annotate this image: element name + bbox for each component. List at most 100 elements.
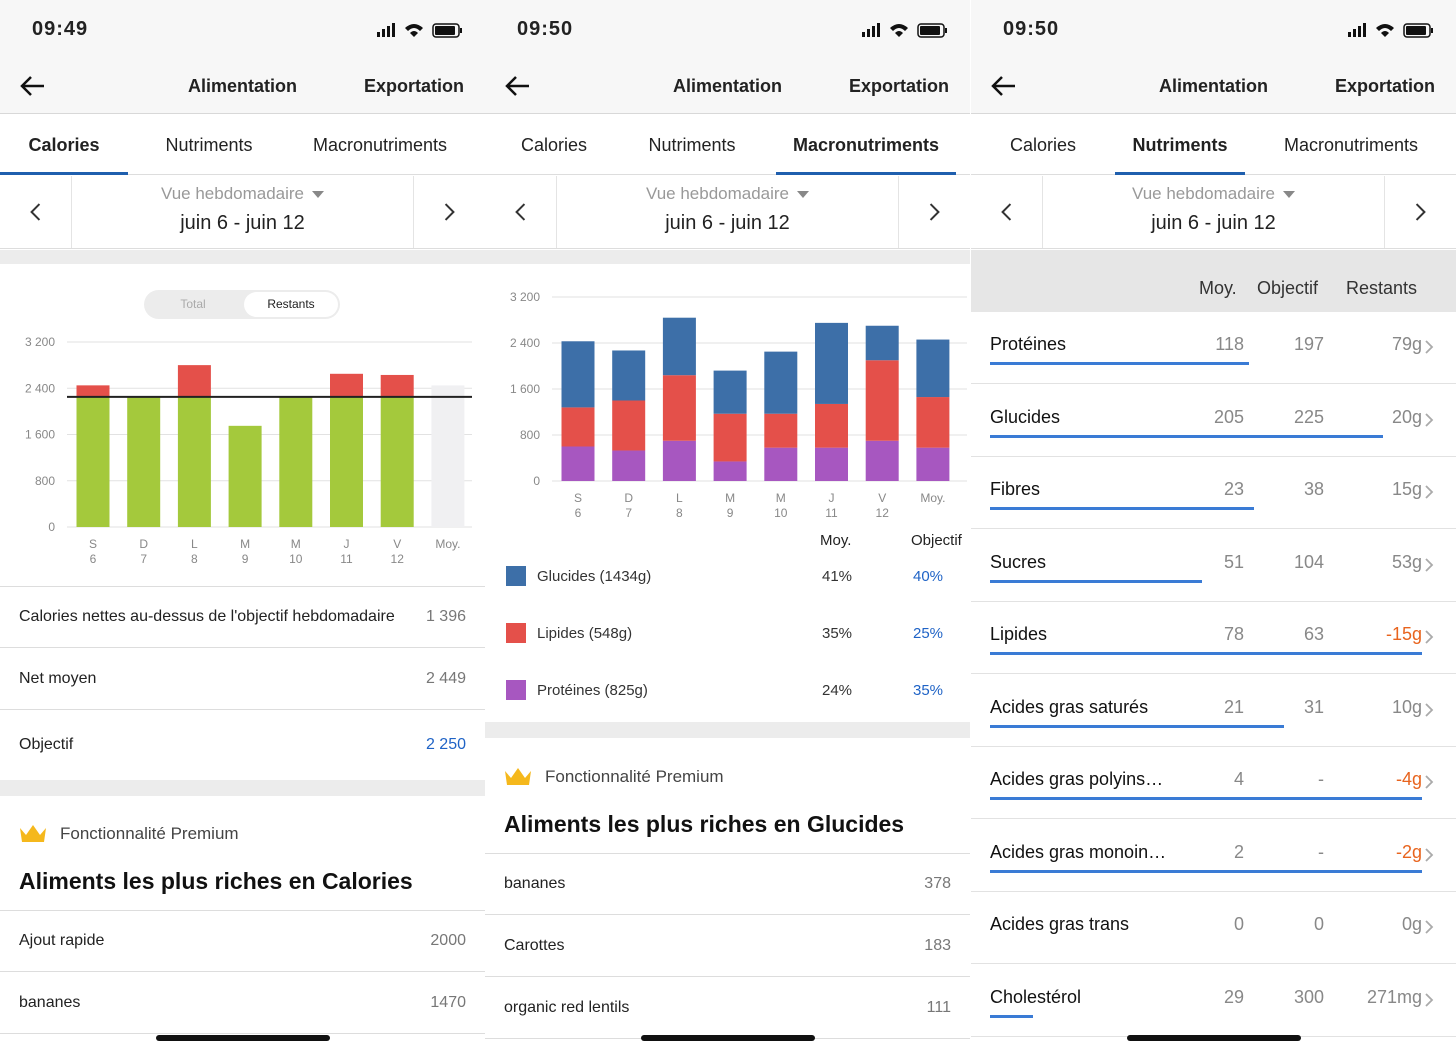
divider xyxy=(0,250,485,264)
list-item[interactable]: Carottes 183 xyxy=(485,915,970,977)
tab-macronutriments[interactable]: Macronutriments xyxy=(1283,135,1419,155)
y-tick-label: 3 200 xyxy=(510,290,540,304)
export-button[interactable]: Exportation xyxy=(849,76,950,96)
nutrient-goal: 0 xyxy=(1313,914,1324,934)
chevron-right-icon[interactable] xyxy=(1424,992,1434,1008)
back-arrow-icon[interactable] xyxy=(989,72,1017,100)
x-tick-label: M xyxy=(291,537,301,551)
nutrient-row[interactable]: Acides gras saturés 21 31 10g xyxy=(971,675,1456,747)
nutrient-goal: 31 xyxy=(1303,696,1324,717)
chevron-right-icon[interactable] xyxy=(898,176,970,248)
back-arrow-icon[interactable] xyxy=(18,72,46,100)
tab-macronutriments[interactable]: Macronutriments xyxy=(312,135,448,155)
bar-segment-lipides xyxy=(561,407,595,447)
list-item[interactable]: Ajout rapide 2000 xyxy=(0,910,485,972)
list-item[interactable]: bananes 1470 xyxy=(0,972,485,1034)
net-above-value: 1 396 xyxy=(425,608,466,625)
bar-under-goal xyxy=(228,425,262,527)
nutrient-name: Acides gras monoin… xyxy=(990,841,1167,862)
bar-segment-glucides xyxy=(815,322,848,404)
nutrient-row[interactable]: Fibres 23 38 15g xyxy=(971,457,1456,529)
toggle-total[interactable]: Total xyxy=(180,297,206,311)
x-tick-label: V xyxy=(878,491,886,505)
nutrient-row[interactable]: Acides gras polyins… 4 - -4g xyxy=(971,747,1456,819)
export-button[interactable]: Exportation xyxy=(1335,76,1436,96)
macro-row: Lipides (548g) 35% 25% xyxy=(485,623,970,645)
goal-row[interactable]: Objectif 2 250 xyxy=(0,710,485,780)
nutrient-progress-bar xyxy=(990,869,1422,873)
y-tick-label: 0 xyxy=(48,520,55,534)
nutrient-name: Protéines xyxy=(990,334,1067,354)
nutrient-row[interactable]: Cholestérol 29 300 271mg xyxy=(971,965,1456,1037)
bar-segment-glucides xyxy=(561,341,595,408)
x-tick-label: M xyxy=(776,491,786,505)
goal-value[interactable]: 2 250 xyxy=(425,736,466,753)
bar-segment-lipides xyxy=(713,413,747,462)
chevron-left-icon[interactable] xyxy=(0,176,72,248)
chevron-right-icon[interactable] xyxy=(1424,702,1434,718)
chevron-right-icon[interactable] xyxy=(1384,176,1456,248)
week-range: juin 6 - juin 12 xyxy=(1151,212,1276,234)
back-arrow-icon[interactable] xyxy=(503,72,531,100)
nutrient-avg: 29 xyxy=(1223,986,1244,1007)
bar-segment-protéines xyxy=(612,450,646,481)
top-foods-title: Aliments les plus riches en Calories xyxy=(19,868,413,894)
tab-calories[interactable]: Calories xyxy=(0,115,128,175)
chevron-right-icon[interactable] xyxy=(1424,339,1434,355)
chevron-right-icon[interactable] xyxy=(1424,557,1434,573)
avg-net-label: Net moyen xyxy=(19,669,97,687)
home-indicator[interactable] xyxy=(1127,1035,1301,1041)
view-dropdown[interactable]: Vue hebdomadaire xyxy=(1043,184,1384,204)
home-indicator[interactable] xyxy=(641,1035,815,1041)
x-tick-label: 9 xyxy=(242,552,249,566)
chevron-right-icon[interactable] xyxy=(1424,412,1434,428)
chevron-right-icon[interactable] xyxy=(1424,774,1434,790)
x-tick-label: Moy. xyxy=(920,491,945,505)
chevron-left-icon[interactable] xyxy=(971,176,1043,248)
export-button[interactable]: Exportation xyxy=(364,76,465,96)
nutrient-row[interactable]: Glucides 205 225 20g xyxy=(971,385,1456,457)
nutrient-name: Acides gras saturés xyxy=(990,696,1149,717)
view-dropdown[interactable]: Vue hebdomadaire xyxy=(557,184,898,204)
nutrient-row[interactable]: Acides gras monoin… 2 - -2g xyxy=(971,820,1456,892)
nutrient-avg: 78 xyxy=(1223,624,1244,644)
list-item[interactable]: organic red lentils 111 xyxy=(485,977,970,1039)
chevron-right-icon[interactable] xyxy=(1424,847,1434,863)
bar-under-goal xyxy=(279,396,313,527)
tab-nutriments[interactable]: Nutriments xyxy=(165,135,253,155)
tab-calories[interactable]: Calories xyxy=(520,135,588,155)
bar-segment-protéines xyxy=(865,440,899,481)
tab-calories[interactable]: Calories xyxy=(1009,135,1077,155)
bar-segment-lipides xyxy=(916,397,950,448)
chevron-right-icon[interactable] xyxy=(413,176,485,248)
nutrient-row[interactable]: Protéines 118 197 79g xyxy=(971,312,1456,384)
total-remaining-toggle[interactable]: Total Restants xyxy=(144,290,340,319)
chevron-right-icon[interactable] xyxy=(1424,484,1434,500)
nutrient-remaining: 79g xyxy=(1391,334,1422,354)
nutrient-avg: 2 xyxy=(1233,841,1244,862)
macro-row: Protéines (825g) 24% 35% xyxy=(485,680,970,702)
x-tick-label: L xyxy=(676,491,683,505)
macros-panel: 09:50 Alimentation Exportation Calories … xyxy=(485,0,970,1051)
chevron-right-icon[interactable] xyxy=(1424,919,1434,935)
nutrient-progress-bar xyxy=(990,724,1284,728)
nutrient-row[interactable]: Acides gras trans 0 0 0g xyxy=(971,892,1456,964)
tab-nutriments[interactable]: Nutriments xyxy=(1115,115,1245,175)
tab-nutriments[interactable]: Nutriments xyxy=(648,135,736,155)
home-indicator[interactable] xyxy=(156,1035,330,1041)
nutrient-name: Cholestérol xyxy=(990,986,1082,1007)
view-dropdown[interactable]: Vue hebdomadaire xyxy=(72,184,413,204)
net-above-row: Calories nettes au-dessus de l'objectif … xyxy=(0,586,485,648)
nutrient-row[interactable]: Lipides 78 63 -15g xyxy=(971,602,1456,674)
nutrient-row[interactable]: Sucres 51 104 53g xyxy=(971,530,1456,602)
toggle-remaining[interactable]: Restants xyxy=(244,292,338,317)
tab-macronutriments[interactable]: Macronutriments xyxy=(776,115,956,175)
list-item[interactable]: bananes 378 xyxy=(485,853,970,915)
x-tick-label: D xyxy=(624,491,633,505)
chevron-left-icon[interactable] xyxy=(485,176,557,248)
legend-swatch xyxy=(506,623,526,643)
y-tick-label: 2 400 xyxy=(25,381,55,395)
chevron-right-icon[interactable] xyxy=(1424,629,1434,645)
nutrient-progress-bar xyxy=(990,362,1249,365)
